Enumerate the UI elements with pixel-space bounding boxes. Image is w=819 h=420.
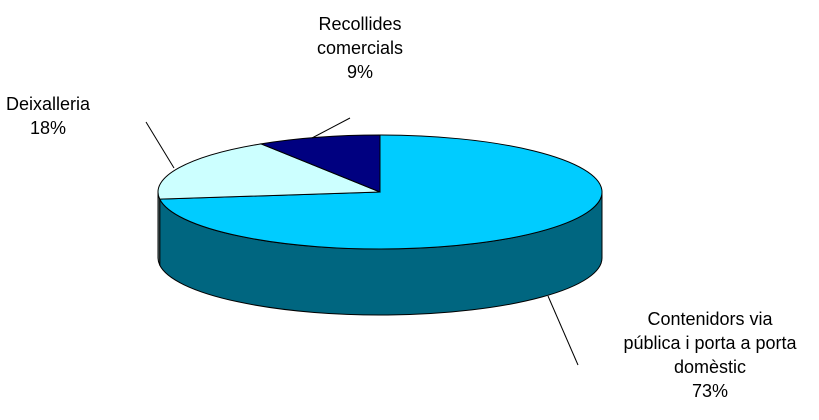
slice-value-label: 18% xyxy=(30,118,66,138)
slice-name-line: pública i porta a porta xyxy=(623,333,797,353)
slice-name-line: Contenidors via xyxy=(647,309,773,329)
pie-slice-2 xyxy=(259,134,381,193)
slice-label-2: Recollides comercials 9% xyxy=(317,14,403,82)
leader-lines xyxy=(145,117,579,366)
slice-value-label: 73% xyxy=(692,381,728,401)
slice-name-line: comercials xyxy=(317,38,403,58)
slice-label-1: Deixalleria 18% xyxy=(6,94,91,138)
pie-side-1 xyxy=(157,191,161,266)
leader-line-2 xyxy=(311,117,351,139)
leader-line-0 xyxy=(547,295,579,366)
leader-line-1 xyxy=(145,121,175,169)
slice-labels: Contenidors via pública i porta a porta do… xyxy=(6,14,798,401)
slice-label-0: Contenidors via pública i porta a porta do… xyxy=(623,309,797,401)
slice-name-line: domèstic xyxy=(674,357,746,377)
slice-name-line: Deixalleria xyxy=(6,94,91,114)
pie-slice-0 xyxy=(158,134,603,250)
pie-tops xyxy=(157,134,603,250)
slice-name-line: Recollides xyxy=(318,14,401,34)
pie-slice-1 xyxy=(157,143,381,200)
slice-value-label: 9% xyxy=(347,62,373,82)
